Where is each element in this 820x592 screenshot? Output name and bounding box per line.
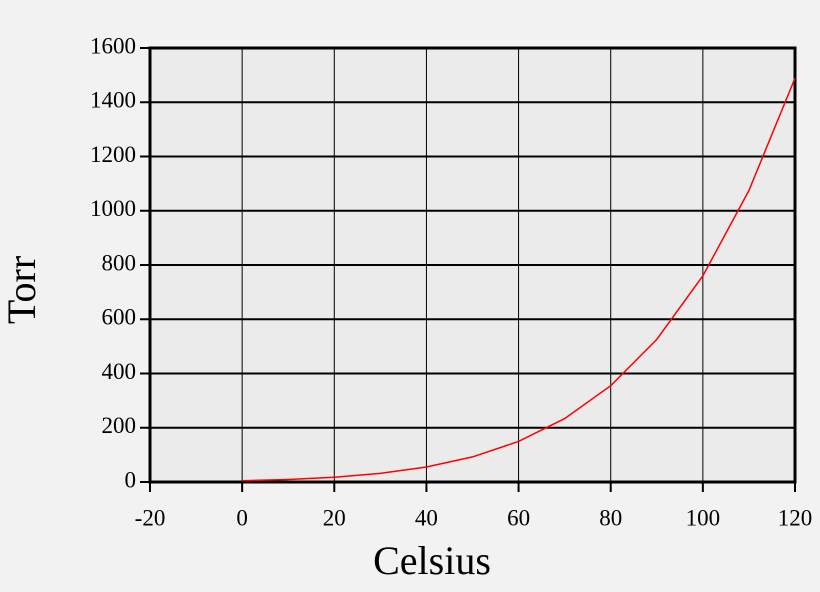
x-tick-label: 60	[507, 505, 530, 530]
y-tick-label: 400	[102, 359, 137, 384]
data-line	[242, 77, 796, 482]
plot-frame	[148, 46, 797, 484]
y-tick-label: 1600	[90, 33, 136, 58]
y-tick-label: 1200	[90, 142, 136, 167]
x-tick-label: -20	[135, 505, 166, 530]
x-tick-label: 40	[415, 505, 438, 530]
y-axis-label: Torr	[0, 256, 44, 324]
x-tick-label: 0	[236, 505, 248, 530]
x-tick-label: 120	[778, 505, 813, 530]
x-tick-label: 20	[323, 505, 346, 530]
x-axis-label: Celsius	[373, 538, 491, 583]
y-tick-label: 1400	[90, 88, 136, 113]
y-tick-label: 1000	[90, 196, 136, 221]
y-tick-label: 800	[102, 250, 137, 275]
x-tick-label: 100	[686, 505, 721, 530]
y-tick-label: 600	[102, 305, 137, 330]
y-tick-label: 0	[125, 467, 137, 492]
x-tick-label: 80	[599, 505, 622, 530]
y-tick-label: 200	[102, 413, 137, 438]
